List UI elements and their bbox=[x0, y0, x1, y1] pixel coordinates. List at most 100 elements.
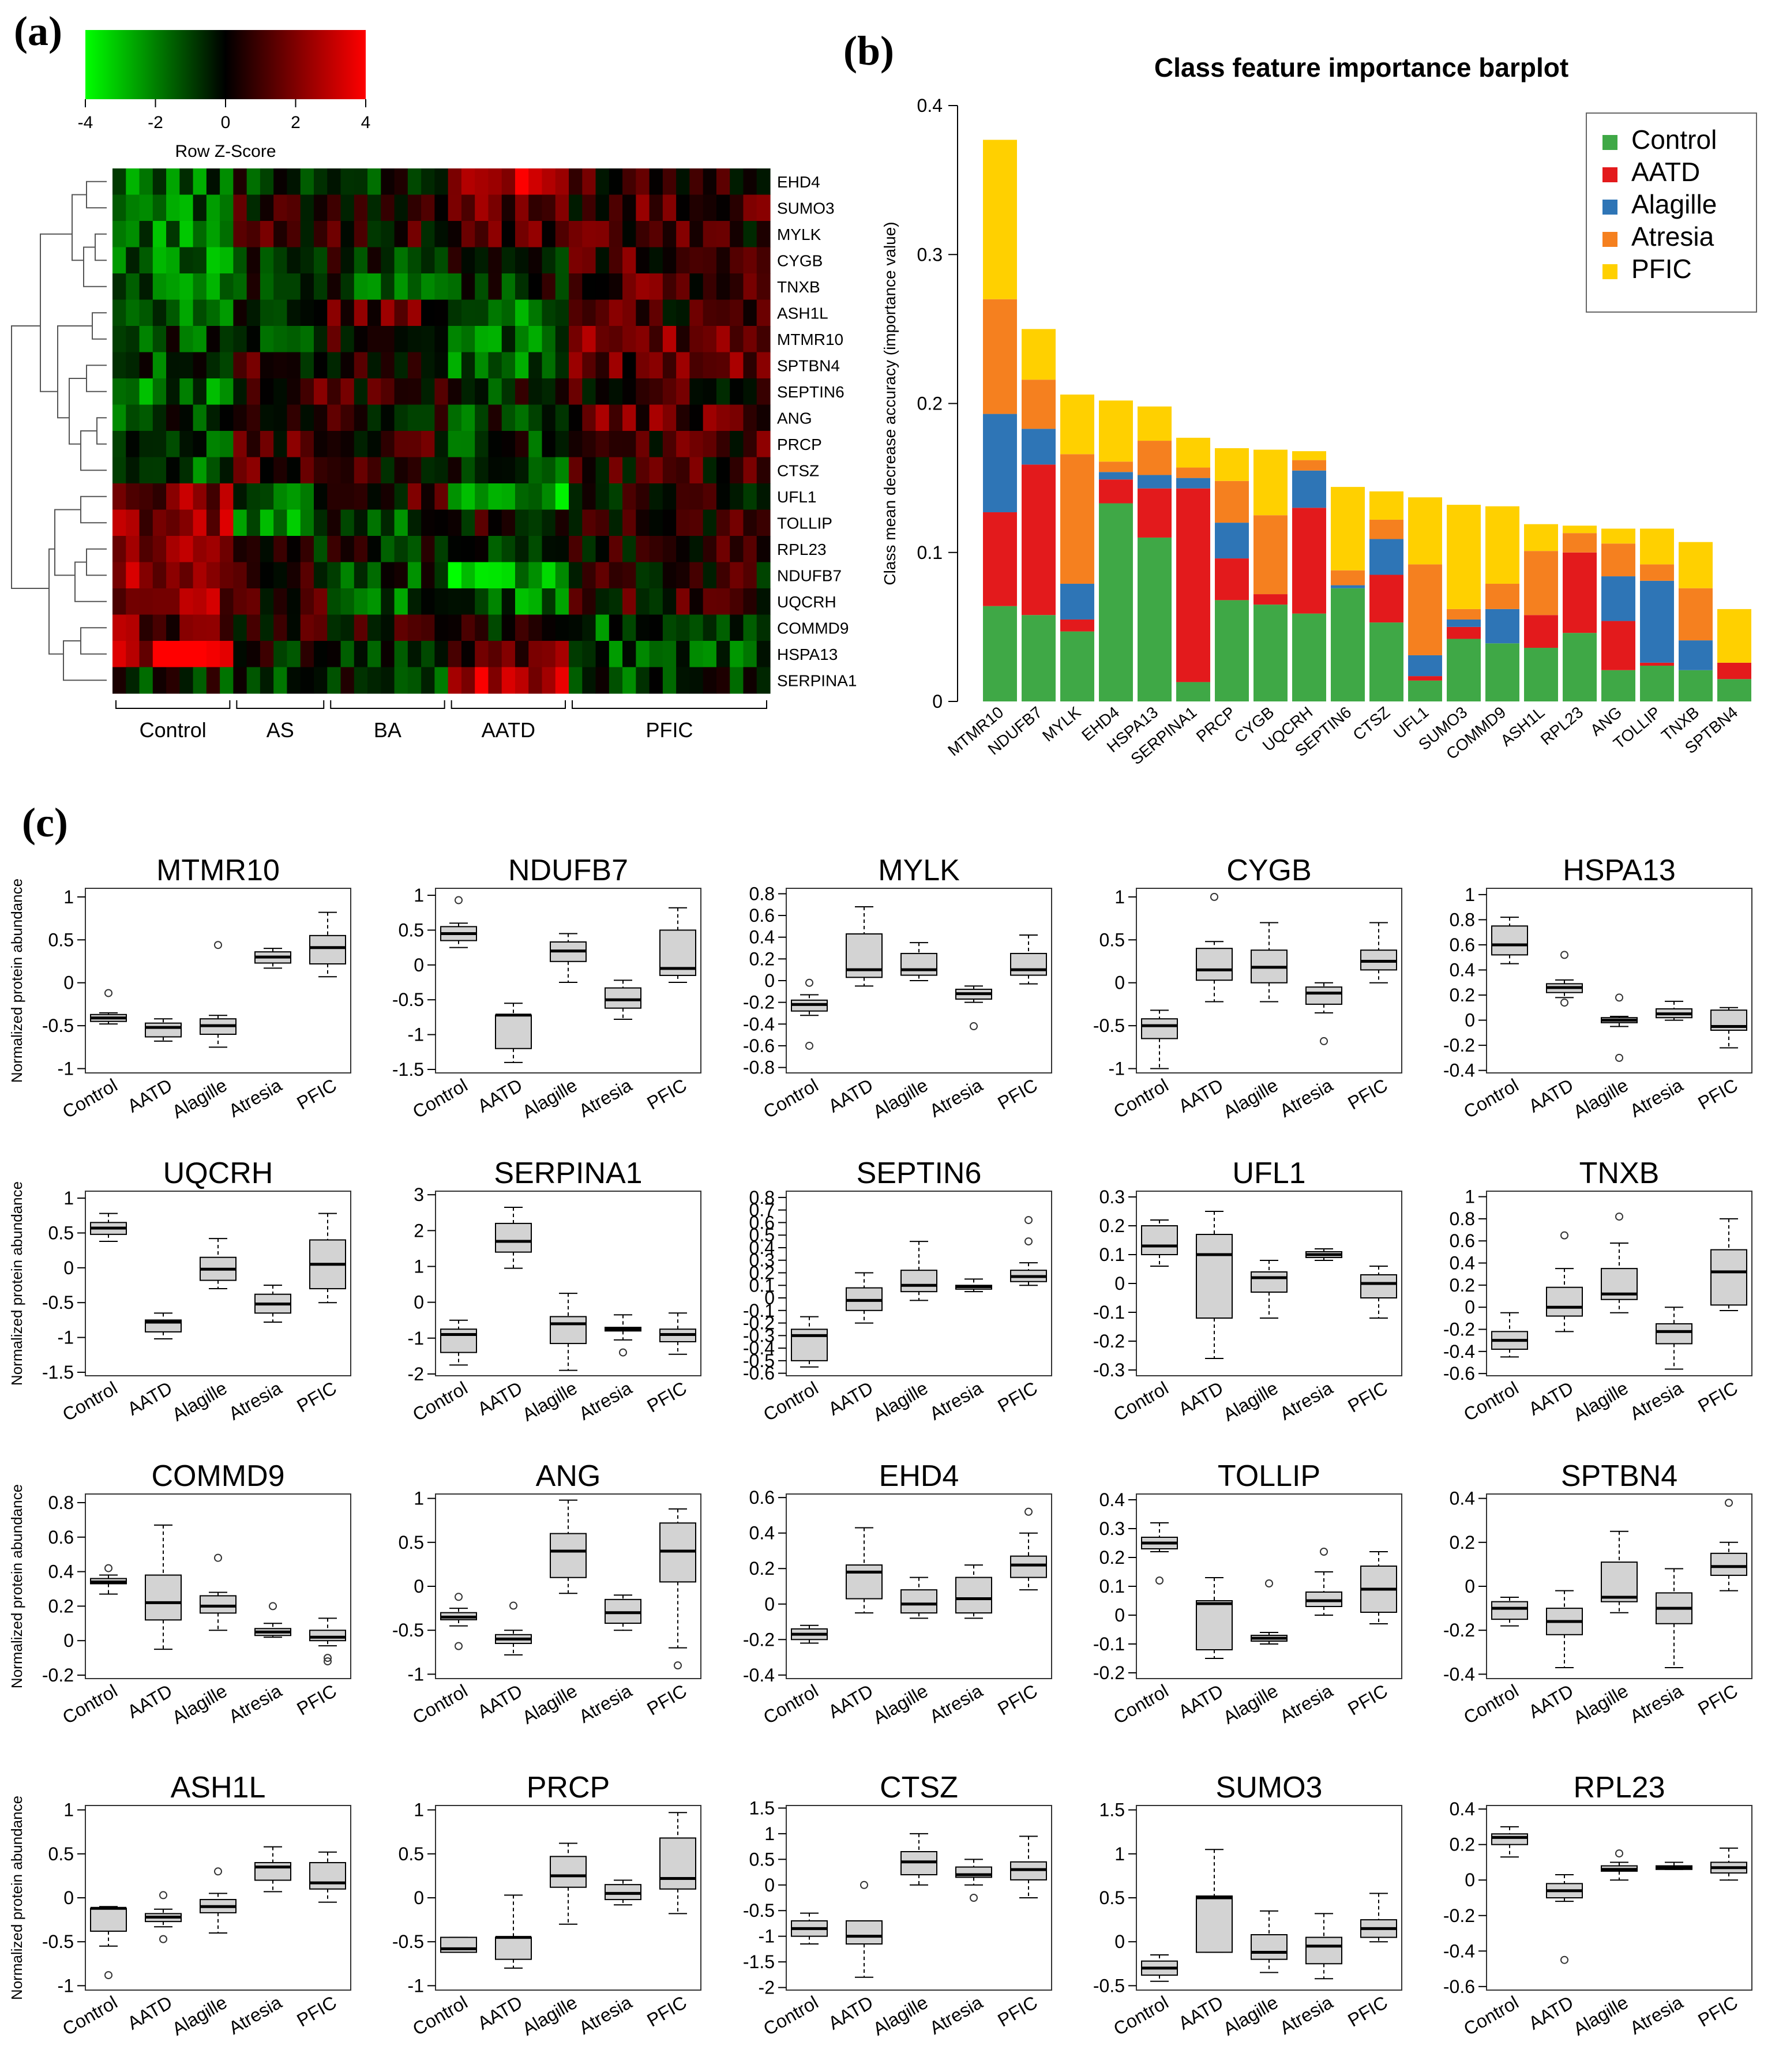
heatmap-cell bbox=[233, 667, 247, 694]
heatmap-cell bbox=[528, 641, 543, 668]
heatmap-cell bbox=[260, 509, 274, 536]
heatmap-cell bbox=[662, 431, 677, 458]
heatmap-cell bbox=[689, 299, 704, 326]
heatmap-cell bbox=[260, 562, 274, 589]
boxplot-y-label: Normalized protein abundance bbox=[8, 1181, 25, 1386]
heatmap-group-label: AS bbox=[267, 718, 294, 742]
heatmap-cell bbox=[730, 536, 744, 563]
boxplot-x-label: AATD bbox=[1175, 1992, 1227, 2034]
heatmap-cell bbox=[273, 588, 288, 615]
box-iqr bbox=[145, 1574, 182, 1621]
heatmap-cell bbox=[569, 221, 583, 248]
heatmap-row-label: COMMD9 bbox=[777, 619, 849, 637]
bar-segment-atresia bbox=[1447, 609, 1481, 620]
heatmap-cell bbox=[354, 667, 368, 694]
box-iqr bbox=[955, 1576, 992, 1614]
boxplot-y-tick-label: 0.5 bbox=[1099, 929, 1125, 950]
heatmap-cell bbox=[676, 457, 690, 484]
heatmap-cell bbox=[206, 483, 220, 511]
boxplot-title: SERPINA1 bbox=[494, 1157, 642, 1190]
boxplot-y-tick-label: -1.5 bbox=[743, 1951, 775, 1972]
boxplot-title: UQCRH bbox=[163, 1157, 273, 1190]
heatmap-cell bbox=[139, 378, 153, 406]
heatmap-cell bbox=[461, 431, 475, 458]
dendrogram-link bbox=[92, 312, 107, 340]
heatmap-cell bbox=[609, 483, 623, 511]
heatmap-cell bbox=[354, 588, 368, 615]
heatmap-cell bbox=[542, 614, 556, 641]
heatmap-cell bbox=[313, 352, 328, 379]
heatmap-cell bbox=[340, 431, 355, 458]
heatmap-cell bbox=[273, 457, 288, 484]
heatmap-cell bbox=[569, 194, 583, 222]
heatmap-cell bbox=[139, 273, 153, 301]
box-iqr bbox=[1491, 1601, 1528, 1620]
heatmap-cell bbox=[609, 562, 623, 589]
heatmap-cell bbox=[206, 273, 220, 301]
heatmap-cell bbox=[152, 562, 167, 589]
heatmap-cell bbox=[676, 588, 690, 615]
boxplot-y-tick-label: 1 bbox=[414, 1800, 424, 1820]
heatmap-cell bbox=[394, 667, 408, 694]
heatmap-cell bbox=[112, 509, 126, 536]
heatmap-cell bbox=[273, 299, 288, 326]
heatmap-cell bbox=[421, 247, 435, 274]
heatmap-cell bbox=[569, 431, 583, 458]
heatmap-cell bbox=[166, 667, 180, 694]
heatmap-cell bbox=[636, 194, 650, 222]
boxplot-x-label: Control bbox=[409, 1680, 471, 1728]
heatmap-cell bbox=[662, 194, 677, 222]
box-iqr bbox=[1656, 1323, 1692, 1345]
heatmap-cell bbox=[273, 168, 288, 196]
heatmap-cell bbox=[582, 457, 596, 484]
heatmap-cell bbox=[542, 641, 556, 668]
heatmap-cell bbox=[394, 247, 408, 274]
heatmap-cell bbox=[528, 326, 543, 353]
heatmap-cell bbox=[421, 326, 435, 353]
heatmap-cell bbox=[636, 378, 650, 406]
heatmap-cell bbox=[569, 536, 583, 563]
heatmap-cell bbox=[300, 509, 314, 536]
boxplot-x-label: Atresia bbox=[1276, 1075, 1336, 1121]
boxplot-x-label: Atresia bbox=[1626, 1680, 1686, 1727]
heatmap-cell bbox=[434, 378, 449, 406]
heatmap-cell bbox=[313, 562, 328, 589]
heatmap-cell bbox=[689, 588, 704, 615]
boxplot-title: EHD4 bbox=[879, 1459, 959, 1493]
heatmap-cell bbox=[689, 168, 704, 196]
box-outlier bbox=[1615, 993, 1623, 1002]
heatmap-cell bbox=[220, 404, 234, 431]
boxplot-y-tick-label: -0.6 bbox=[1443, 1976, 1475, 1997]
boxplot-x-label: AATD bbox=[1175, 1075, 1227, 1117]
heatmap-cell bbox=[676, 431, 690, 458]
dendrogram-link bbox=[63, 640, 107, 681]
heatmap-cell bbox=[475, 483, 489, 511]
heatmap-cell bbox=[448, 588, 462, 615]
bar-segment-control bbox=[1640, 666, 1674, 701]
box-iqr bbox=[550, 1533, 587, 1578]
boxplot-x-label: Atresia bbox=[575, 1680, 635, 1727]
boxplot-title: HSPA13 bbox=[1563, 854, 1676, 887]
boxplot-y-tick-label: -0.5 bbox=[743, 1900, 775, 1921]
heatmap-cell bbox=[515, 614, 529, 641]
barplot-x-label: MYLK bbox=[1039, 703, 1084, 745]
boxplot-x-label: PFIC bbox=[643, 1075, 690, 1114]
bar-segment-control bbox=[1717, 679, 1751, 701]
box-iqr bbox=[1601, 1561, 1638, 1602]
heatmap-cell bbox=[152, 431, 167, 458]
barplot-y-tick-label: 0.4 bbox=[917, 95, 943, 116]
boxplot-title: CTSZ bbox=[880, 1771, 958, 1804]
boxplot-x-label: Control bbox=[59, 1992, 121, 2040]
heatmap-cell bbox=[676, 247, 690, 274]
bar-segment-control bbox=[1447, 639, 1481, 701]
heatmap-row-label: MYLK bbox=[777, 226, 821, 243]
heatmap-cell bbox=[313, 641, 328, 668]
heatmap-cell bbox=[703, 247, 717, 274]
heatmap-cell bbox=[313, 326, 328, 353]
bar-segment-aatd bbox=[1099, 479, 1133, 504]
heatmap-cell bbox=[569, 483, 583, 511]
boxplot-y-tick-label: 0 bbox=[63, 1887, 74, 1908]
boxplot-x-label: Control bbox=[59, 1680, 121, 1728]
